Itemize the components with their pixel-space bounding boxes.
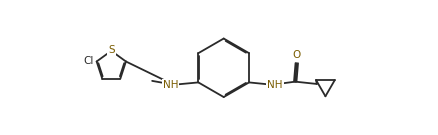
Text: S: S: [108, 45, 115, 55]
Text: O: O: [293, 50, 301, 60]
Text: NH: NH: [268, 80, 283, 90]
Text: Cl: Cl: [84, 56, 94, 67]
Text: NH: NH: [163, 80, 178, 90]
